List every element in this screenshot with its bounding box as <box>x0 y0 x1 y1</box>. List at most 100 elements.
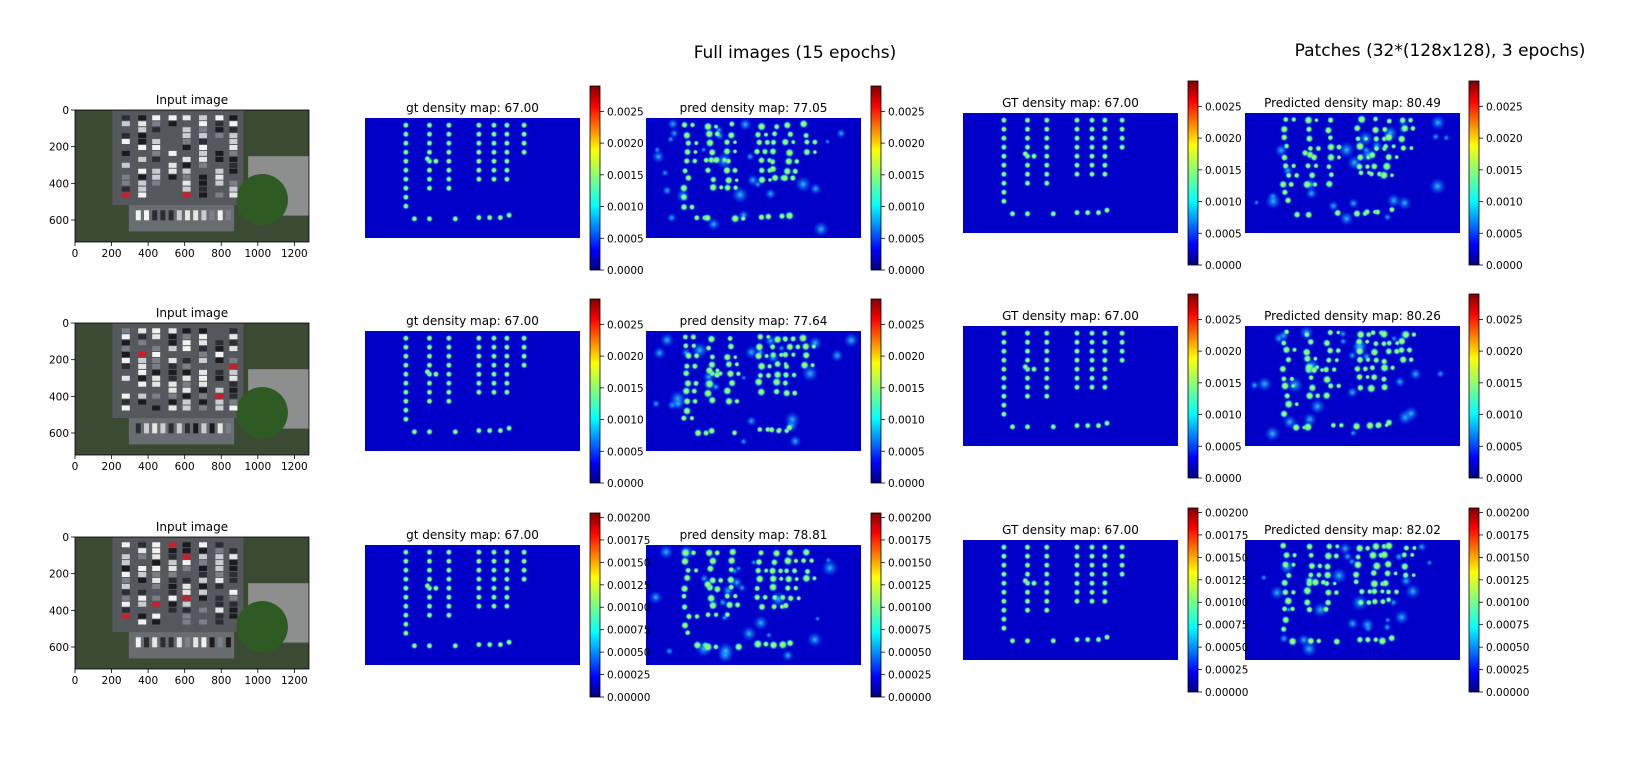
input-image-car <box>225 210 231 221</box>
input-image-car <box>182 560 191 566</box>
patch-gt-density-spot <box>1043 152 1051 160</box>
full-pred-density-spot <box>724 611 731 618</box>
full-pred-density-spot <box>773 335 783 344</box>
full-gt-density-spot <box>503 584 511 592</box>
full-gt-density-spot <box>402 130 410 138</box>
patch-gt-density-spot <box>1101 588 1109 596</box>
patch-pred-density-spot <box>1310 366 1319 374</box>
full-pred-density-spot <box>773 360 782 368</box>
input-image-car <box>199 346 207 352</box>
input-image-car <box>121 150 130 156</box>
full-pred-density-spot <box>791 389 799 397</box>
patch-pred-noise-blob <box>1339 337 1348 346</box>
full-pred-density-spot <box>800 360 810 370</box>
patch-pred-density-spot <box>1294 401 1300 407</box>
full-pred-density-spot <box>680 203 688 212</box>
patch-gt-density-spot <box>1101 570 1109 578</box>
full-gt-density-spot <box>445 343 453 351</box>
patch-pred-density-spot <box>1332 581 1338 586</box>
input-image-car <box>225 637 231 648</box>
full-pred-density-spot <box>812 149 818 155</box>
patch-gt-density-spot <box>1101 338 1109 346</box>
input-image-car <box>229 363 238 369</box>
full-gt-density-spot <box>503 548 511 556</box>
full-gt-density-spot <box>445 361 453 369</box>
patch-pred-density-spot <box>1384 541 1394 551</box>
full-gt-colorbar-tick-label: 0.0025 <box>607 106 644 118</box>
full-gt-density-spot <box>503 557 511 565</box>
full-pred-density-spot <box>727 556 737 565</box>
input-image-car <box>199 328 207 334</box>
patch-pred-density-spot <box>1302 586 1313 596</box>
patch-pred-density-spot <box>1400 551 1408 559</box>
patch-pred-density-spot <box>1305 542 1314 551</box>
input-image-car <box>121 186 130 192</box>
patch-gt-density-spot <box>1043 579 1051 587</box>
full-gt-density-spot <box>445 139 453 147</box>
input-image-car <box>229 121 238 127</box>
full-pred-density-spot <box>724 360 733 369</box>
input-image-car <box>121 133 130 139</box>
patch-pred-density-spot <box>1390 143 1397 150</box>
full-pred-density-spot <box>790 139 796 145</box>
full-pred-density-spot <box>721 157 728 163</box>
input-image-car <box>182 180 191 186</box>
patch-pred-density-spot <box>1411 572 1417 578</box>
full-pred-density-spot <box>704 379 715 389</box>
patch-pred-density-spot <box>1387 634 1396 643</box>
patch-pred-noise-blob <box>1390 334 1398 343</box>
patch-pred-density-spot <box>1282 116 1290 123</box>
patch-gt-density-spot <box>1000 624 1008 632</box>
full-gt-density-spot <box>402 379 410 387</box>
patch-gt-density-spot <box>1024 116 1031 124</box>
input-image-car <box>138 554 147 560</box>
patch-pred-density-spot <box>1355 141 1365 152</box>
input-image-car <box>182 139 191 144</box>
full-pred-density-spot <box>704 548 714 558</box>
full-pred-colorbar-tick-label: 0.00075 <box>888 625 931 637</box>
full-pred-density-spot <box>693 214 701 222</box>
full-pred-density-spot <box>768 426 776 434</box>
full-gt-density-spot <box>503 370 511 378</box>
patch-gt-background <box>963 326 1178 446</box>
patch-gt-density-spot <box>1024 606 1031 614</box>
input-image-car <box>215 566 224 571</box>
input-image-car <box>121 375 130 381</box>
full-gt-density-spot <box>445 584 453 592</box>
input-image-car <box>182 115 191 121</box>
input-image-car <box>215 150 224 156</box>
input-image-car <box>215 369 224 375</box>
patch-gt-colorbar-tick-label: 0.0000 <box>1205 260 1242 272</box>
patch-pred-colorbar-tick-label: 0.0015 <box>1486 378 1523 390</box>
input-image-car <box>138 393 147 399</box>
full-gt-density-spot <box>520 343 528 351</box>
input-image-car <box>138 174 147 180</box>
patch-gt-density-spot <box>1073 152 1081 160</box>
full-pred-noise-blob <box>739 437 748 446</box>
patch-gt-density-spot <box>1030 152 1038 160</box>
full-pred-density-spot <box>713 123 719 130</box>
patch-pred-colorbar-gradient <box>1468 293 1480 479</box>
patch-gt-density-spot <box>1101 383 1109 391</box>
patch-pred-density-spot <box>1407 117 1414 124</box>
input-x-tick-label: 1000 <box>244 248 271 260</box>
patch-gt-density-spot <box>1000 606 1008 614</box>
full-gt-density-spot <box>503 593 511 601</box>
full-gt-density-spot <box>520 334 528 342</box>
full-pred-noise-blob <box>659 332 675 348</box>
input-image-car <box>138 186 147 192</box>
patch-pred-density-spot <box>1399 144 1407 152</box>
patch-pred-density-spot <box>1322 375 1332 385</box>
patch-gt-density-spot <box>1103 419 1111 427</box>
full-pred-density-spot <box>785 342 795 352</box>
input-image-car <box>182 566 191 571</box>
full-gt-colorbar-tick-label: 0.00000 <box>607 692 650 704</box>
input-image-car <box>182 192 191 198</box>
full-gt-density-spot <box>426 557 433 565</box>
input-image-car <box>135 423 141 434</box>
full-pred-density-spot <box>691 157 698 165</box>
input-y-tick-label: 600 <box>49 215 69 227</box>
full-gt-density-spot <box>490 352 498 360</box>
patch-gt-density-spot <box>1043 179 1051 187</box>
patch-gt-density-spot <box>1073 125 1081 133</box>
